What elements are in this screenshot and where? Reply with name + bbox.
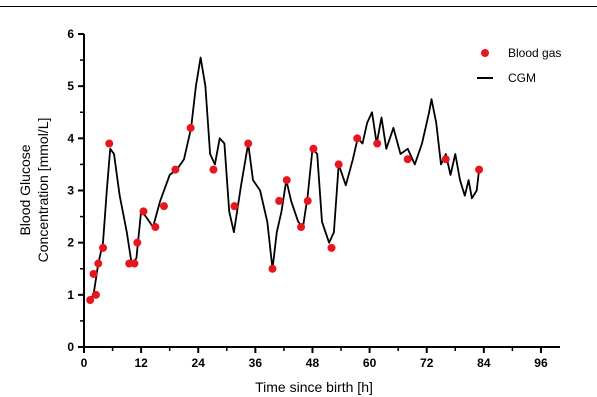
blood-gas-point — [130, 259, 139, 268]
blood-gas-point — [159, 202, 168, 211]
top-border-line — [0, 6, 597, 7]
y-tick-label: 4 — [67, 131, 74, 145]
blood-gas-point — [91, 290, 100, 299]
blood-gas-point — [94, 259, 103, 268]
x-tick-label: 72 — [420, 356, 434, 370]
blood-gas-point — [186, 123, 195, 132]
x-tick-label: 12 — [134, 356, 148, 370]
y-axis-title: Blood Glucose Concentration [mmol/L] — [17, 118, 51, 263]
blood-gas-point — [309, 144, 318, 153]
legend-blood-gas-label: Blood gas — [508, 46, 561, 60]
blood-gas-point — [171, 165, 180, 174]
y-tick-label: 6 — [67, 27, 74, 41]
blood-gas-point — [151, 223, 160, 232]
axis-titles-group: Time since birth [h] Blood Glucose Concent… — [17, 118, 373, 395]
blood-gas-point — [334, 160, 343, 169]
blood-gas-point — [353, 134, 362, 143]
blood-gas-point — [282, 176, 291, 185]
x-tick-label: 48 — [306, 356, 320, 370]
blood-gas-point — [230, 202, 239, 211]
blood-gas-point — [209, 165, 218, 174]
y-axis-title-line: Concentration [mmol/L] — [35, 118, 51, 263]
blood-gas-point — [373, 139, 382, 148]
blood-gas-point — [275, 196, 284, 205]
x-tick-label: 60 — [363, 356, 377, 370]
blood-gas-point — [244, 139, 253, 148]
y-tick-label: 5 — [67, 79, 74, 93]
cgm-series-group — [88, 56, 480, 301]
y-axis-title-line: Blood Glucose — [17, 144, 33, 235]
blood-gas-point — [99, 243, 108, 252]
x-tick-label: 84 — [477, 356, 491, 370]
blood-gas-point — [89, 269, 98, 278]
legend-cgm-label: CGM — [508, 71, 536, 85]
blood-gas-point — [139, 207, 148, 216]
blood-gas-series-group — [86, 123, 484, 305]
blood-gas-point — [268, 264, 277, 273]
blood-gas-point — [303, 196, 312, 205]
x-axis-title: Time since birth [h] — [255, 379, 373, 395]
blood-gas-point — [133, 238, 142, 247]
blood-gas-point — [475, 165, 484, 174]
blood-gas-point — [327, 243, 336, 252]
y-tick-label: 3 — [67, 184, 74, 198]
blood-gas-point — [86, 296, 95, 305]
x-tick-label: 0 — [81, 356, 88, 370]
legend-group: Blood gas CGM — [477, 46, 561, 85]
legend-blood-gas-marker — [481, 49, 489, 57]
x-tick-label: 36 — [249, 356, 263, 370]
blood-gas-point — [441, 155, 450, 164]
y-tick-label: 0 — [67, 340, 74, 354]
blood-gas-point — [297, 223, 306, 232]
x-tick-label: 24 — [192, 356, 206, 370]
y-tick-label: 2 — [67, 236, 74, 250]
blood-gas-point — [105, 139, 114, 148]
cgm-line — [88, 56, 480, 301]
x-tick-label: 96 — [534, 356, 548, 370]
y-tick-label: 1 — [67, 288, 74, 302]
blood-gas-point — [403, 155, 412, 164]
